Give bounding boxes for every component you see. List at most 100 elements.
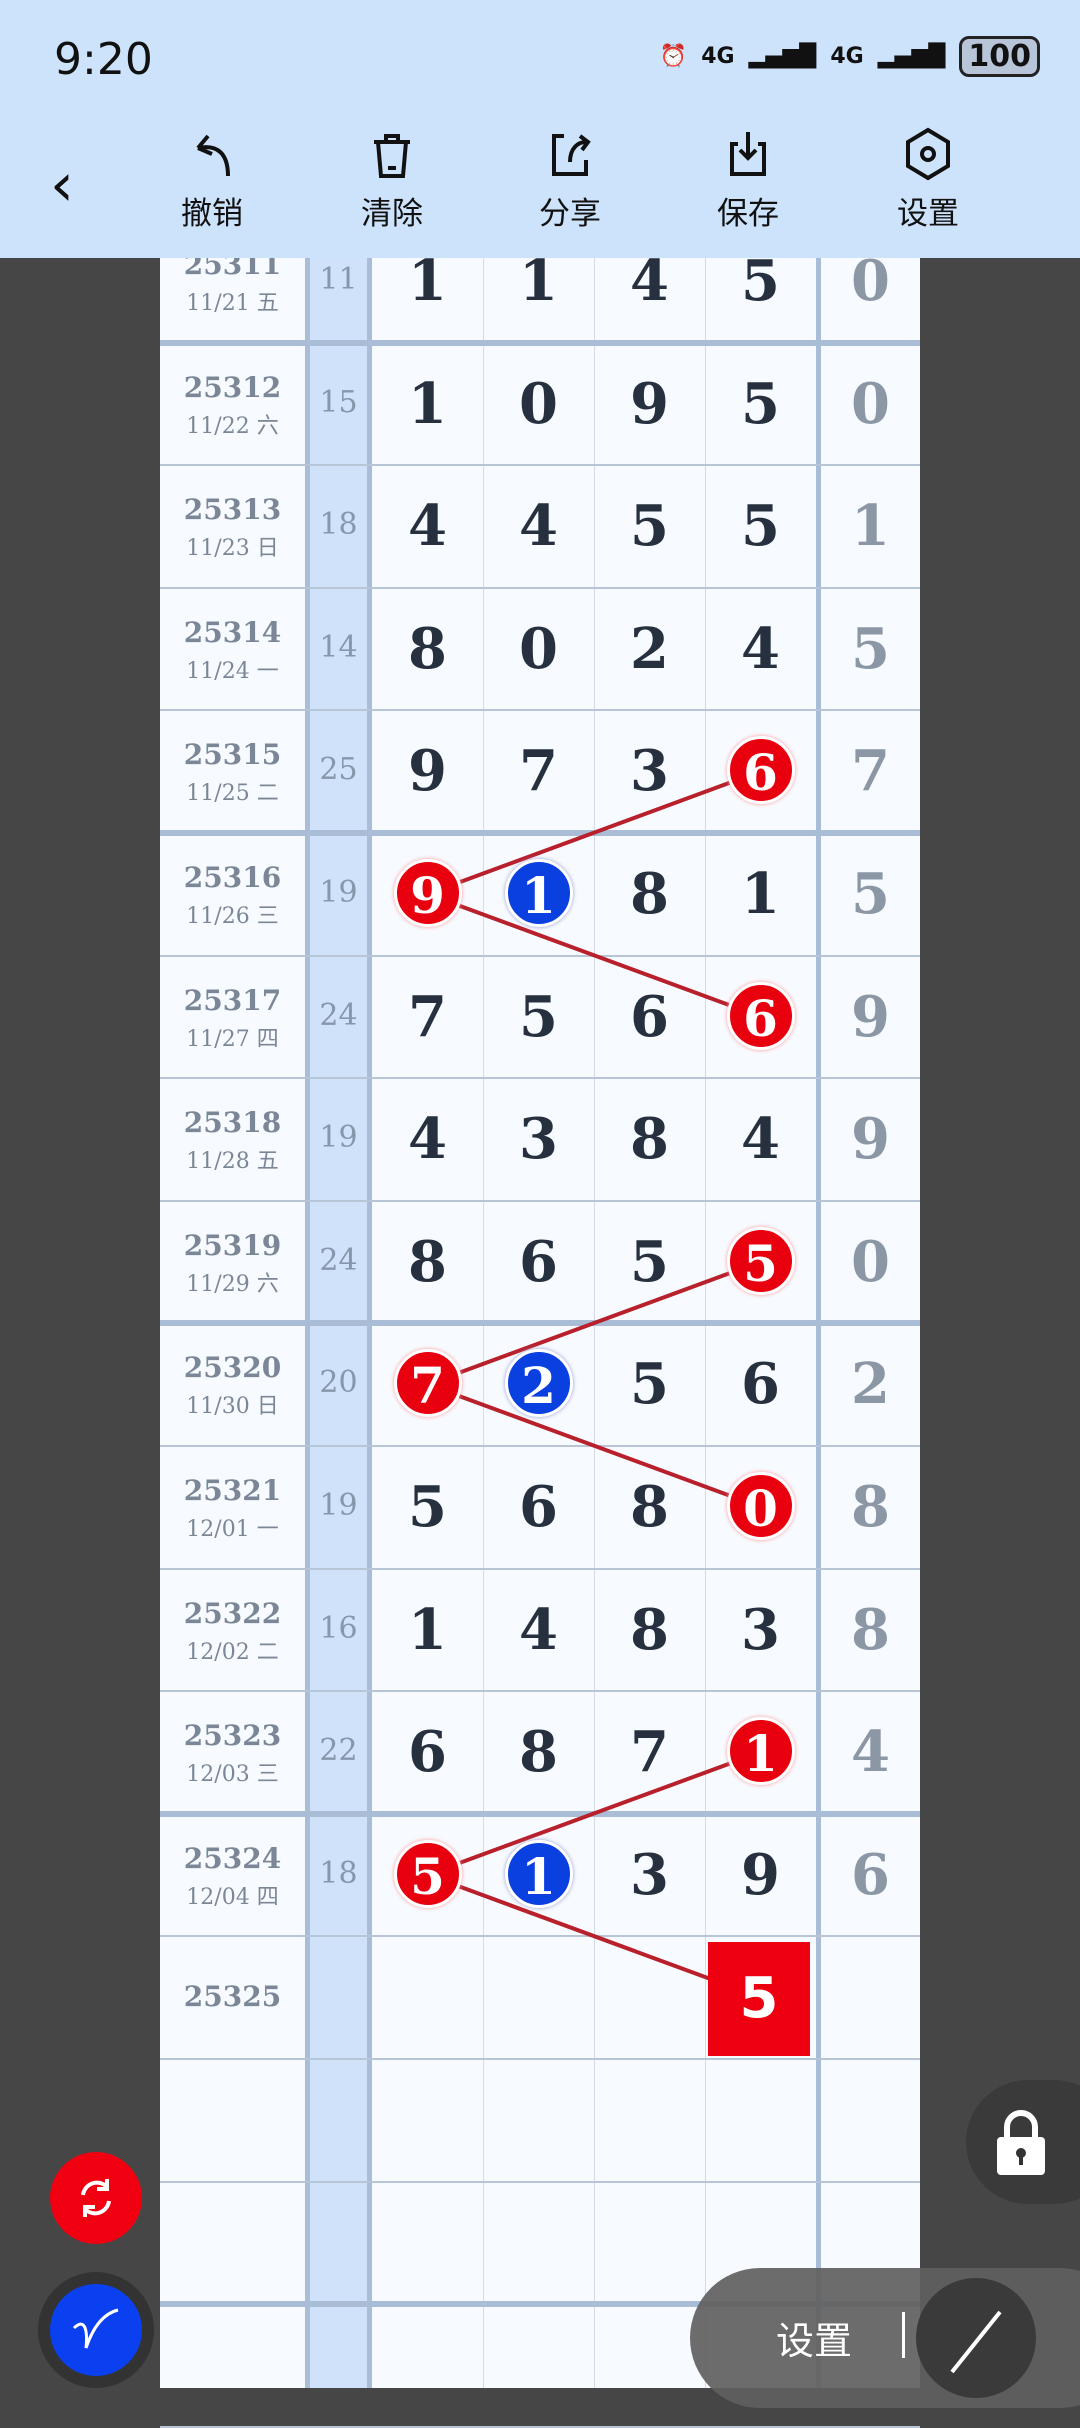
- digit-cell[interactable]: 5: [408, 1474, 447, 1540]
- row-divider: [160, 1320, 920, 1327]
- toolbar-label: 分享: [539, 196, 601, 232]
- digit-cell[interactable]: 5: [519, 983, 558, 1050]
- undo-icon: [196, 134, 230, 177]
- digit-cell[interactable]: 6: [519, 1474, 558, 1540]
- row-divider: [160, 1810, 920, 1817]
- digit-cell[interactable]: 5: [630, 1228, 669, 1295]
- issue-cell: 25315 11/25 二: [183, 738, 282, 807]
- issue-cell: 25323 12/03 三: [183, 1719, 282, 1788]
- digit-cell[interactable]: 5: [741, 248, 780, 314]
- digit-cell[interactable]: 8: [408, 1228, 447, 1295]
- clock: 9:20: [54, 34, 153, 85]
- digit-cell[interactable]: 3: [741, 1596, 780, 1663]
- digit-cell[interactable]: 1: [741, 861, 780, 927]
- digit-cell[interactable]: 5: [630, 493, 669, 560]
- blue-marked-digit[interactable]: 2: [483, 1347, 594, 1421]
- row-divider: [160, 830, 920, 836]
- toolbar-share-button[interactable]: 分享: [515, 126, 625, 233]
- tail-cell: 0: [851, 248, 890, 314]
- signal-icon: 4G: [701, 44, 735, 69]
- digit-cell[interactable]: 4: [741, 1106, 780, 1173]
- digit-cell[interactable]: 1: [408, 248, 447, 314]
- digit-cell[interactable]: 6: [408, 1719, 447, 1786]
- issue-cell: 25321 12/01 一: [183, 1474, 282, 1542]
- digit-cell[interactable]: 5: [630, 1351, 669, 1418]
- digit-cell[interactable]: 8: [408, 615, 447, 682]
- refresh-button[interactable]: [50, 2152, 142, 2244]
- digit-cell[interactable]: 1: [408, 370, 447, 437]
- digit-cell[interactable]: 6: [519, 1228, 558, 1295]
- sum-cell: 19: [319, 1488, 358, 1523]
- sum-cell: 14: [319, 629, 358, 665]
- digit-cell[interactable]: 4: [630, 248, 669, 314]
- tail-cell: 5: [851, 615, 890, 682]
- tail-cell: 9: [851, 983, 890, 1050]
- signal-bars-icon: ▂▄▆█: [877, 44, 946, 69]
- digit-cell[interactable]: 4: [519, 493, 558, 560]
- back-button[interactable]: ‹: [50, 150, 74, 220]
- red-marked-digit[interactable]: 1: [705, 1715, 816, 1789]
- sum-cell: 19: [319, 875, 358, 910]
- lock-button[interactable]: [966, 2080, 1080, 2204]
- digit-cell[interactable]: 8: [630, 1596, 669, 1663]
- toolbar-settings-button[interactable]: 设置: [873, 126, 983, 233]
- digit-cell[interactable]: 7: [519, 738, 558, 805]
- digit-cell[interactable]: 0: [519, 370, 558, 437]
- settings-icon: [906, 127, 950, 181]
- red-marked-digit[interactable]: 7: [372, 1347, 483, 1421]
- digit-cell[interactable]: 1: [408, 1596, 447, 1663]
- digit-cell[interactable]: 4: [519, 1596, 558, 1663]
- tail-cell: 7: [851, 738, 890, 805]
- red-marked-digit[interactable]: 6: [705, 734, 816, 808]
- digit-cell[interactable]: 5: [741, 493, 780, 560]
- red-marked-digit[interactable]: 5: [705, 1225, 816, 1299]
- digit-cell[interactable]: 8: [630, 861, 669, 927]
- settings-button[interactable]: 设置: [776, 2319, 853, 2363]
- digit-cell[interactable]: 9: [630, 370, 669, 437]
- digit-cell[interactable]: 4: [408, 493, 447, 560]
- blue-marked-digit[interactable]: 1: [483, 1838, 594, 1912]
- red-marked-digit[interactable]: 5: [372, 1838, 483, 1912]
- digit-cell[interactable]: 3: [630, 1841, 669, 1908]
- toolbar-label: 设置: [897, 196, 959, 232]
- digit-cell[interactable]: 8: [630, 1106, 669, 1173]
- row-divider: [160, 1690, 920, 1693]
- toolbar-label: 保存: [717, 196, 779, 232]
- line-tool-button[interactable]: [916, 2278, 1036, 2398]
- issue-cell: 25320 11/30 日: [183, 1351, 282, 1420]
- digit-cell[interactable]: 9: [408, 738, 447, 805]
- digit-cell[interactable]: 9: [741, 1841, 780, 1908]
- digit-cell[interactable]: 7: [408, 983, 447, 1050]
- prediction-marker[interactable]: 5: [708, 1942, 810, 2057]
- toolbar-trash-button[interactable]: 清除: [337, 126, 447, 233]
- digit-cell[interactable]: 6: [630, 983, 669, 1050]
- digit-cell[interactable]: 8: [519, 1719, 558, 1786]
- row-divider: [160, 1445, 920, 1447]
- red-marked-digit[interactable]: 9: [372, 857, 483, 931]
- digit-cell[interactable]: 6: [741, 1351, 780, 1418]
- tail-cell: 8: [851, 1474, 890, 1540]
- digit-cell[interactable]: 1: [519, 248, 558, 314]
- sum-cell: 19: [319, 1120, 358, 1156]
- sum-cell: 24: [319, 997, 358, 1033]
- lottery-trend-table[interactable]: 25311 11/21 五 11 1 1 4 5 0 25312 11/22 六 15 1 0 9 5 0 25…: [160, 0, 920, 2428]
- red-marked-digit[interactable]: 6: [705, 980, 816, 1054]
- sum-column: [305, 0, 372, 2388]
- digit-cell[interactable]: 2: [630, 615, 669, 682]
- digit-cell[interactable]: 4: [408, 1106, 447, 1173]
- digit-cell[interactable]: 7: [630, 1719, 669, 1786]
- sum-cell: 18: [319, 1855, 358, 1891]
- digit-cell[interactable]: 8: [630, 1474, 669, 1540]
- pen-button[interactable]: [38, 2272, 154, 2388]
- blue-marked-digit[interactable]: 1: [483, 857, 594, 931]
- tail-cell: 6: [851, 1841, 890, 1908]
- toolbar-download-button[interactable]: 保存: [693, 126, 803, 233]
- digit-cell[interactable]: 3: [630, 738, 669, 805]
- tail-cell: 1: [851, 493, 890, 560]
- digit-cell[interactable]: 5: [741, 370, 780, 437]
- digit-cell[interactable]: 3: [519, 1106, 558, 1173]
- digit-cell[interactable]: 4: [741, 615, 780, 682]
- digit-cell[interactable]: 0: [519, 615, 558, 682]
- toolbar-undo-button[interactable]: 撤销: [157, 126, 267, 233]
- red-marked-digit[interactable]: 0: [705, 1470, 816, 1544]
